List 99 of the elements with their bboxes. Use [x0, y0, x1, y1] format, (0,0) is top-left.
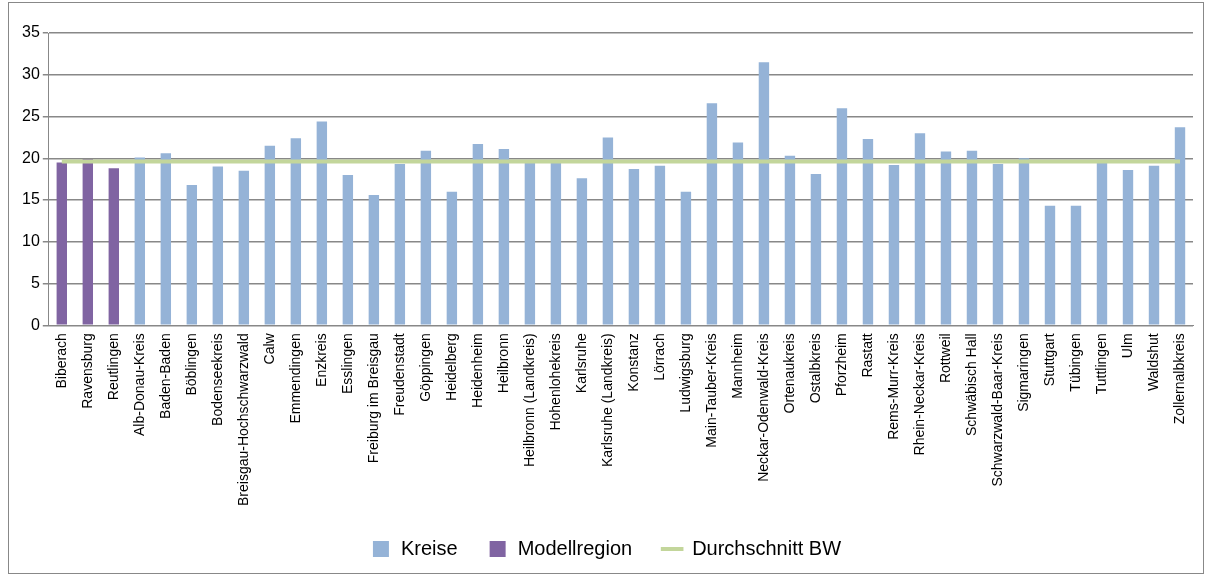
legend-label: Kreise [400, 536, 458, 559]
x-tick-label: Ravensburg [78, 333, 95, 409]
y-tick-label: 30 [22, 65, 40, 83]
bar [862, 139, 874, 325]
x-tick-label: Esslingen [338, 333, 355, 394]
bar [888, 164, 900, 325]
bar [264, 145, 276, 325]
x-tick-label: Bodenseekreis [208, 333, 225, 426]
x-tick-label: Waldshut [1144, 333, 1161, 392]
bar [472, 144, 484, 325]
bar [576, 178, 588, 325]
x-tick-label: Reutlingen [104, 333, 121, 401]
x-tick-label: Schwarzwald-Baar-Kreis [988, 333, 1005, 487]
x-tick-label: Ludwigsburg [676, 333, 693, 413]
x-tick-label: Karlsruhe [572, 333, 589, 394]
bar [1018, 158, 1030, 325]
x-tick-label: Biberach [52, 333, 69, 389]
bar [290, 138, 302, 325]
x-tick-label: Heilbronn (Landkreis) [520, 333, 537, 468]
bar [914, 133, 926, 325]
bar [654, 165, 666, 325]
x-tick-label: Heidenheim [468, 333, 485, 408]
y-tick-label: 0 [30, 315, 40, 333]
bar [368, 195, 380, 325]
bar [238, 170, 250, 325]
x-tick-label: Ulm [1118, 333, 1135, 359]
bar [446, 191, 458, 325]
bar [108, 168, 120, 325]
x-tick-label: Mannheim [728, 333, 745, 399]
x-tick-label: Ortenaukreis [780, 333, 797, 414]
x-tick-label: Emmendingen [286, 333, 303, 424]
bar [992, 164, 1004, 325]
bar [810, 174, 822, 325]
x-tick-label: Ostalbkreis [806, 333, 823, 404]
y-tick-label: 10 [22, 232, 40, 250]
bar [56, 162, 67, 325]
bar [160, 153, 172, 325]
bar [628, 169, 640, 325]
bar [420, 150, 432, 325]
legend-label: Modellregion [517, 536, 633, 559]
bar [134, 157, 146, 325]
x-tick-label: Freudenstadt [390, 333, 407, 416]
bar [82, 159, 94, 325]
x-tick-label: Stuttgart [1040, 333, 1057, 387]
x-tick-label: Rhein-Neckar-Kreis [910, 333, 927, 456]
bar [758, 62, 770, 325]
bar [1044, 205, 1056, 325]
x-tick-label: Schwäbisch Hall [962, 333, 979, 436]
bar [1070, 205, 1082, 325]
bar [1148, 165, 1160, 325]
bar [342, 174, 354, 325]
bar [1122, 169, 1134, 325]
bar [732, 142, 744, 325]
x-tick-label: Tübingen [1066, 333, 1083, 392]
x-tick-label: Rottweil [936, 333, 953, 384]
x-tick-label: Baden-Baden [156, 333, 173, 419]
x-tick-label: Rems-Murr-Kreis [884, 333, 901, 440]
y-tick-label: 5 [30, 273, 40, 291]
x-tick-label: Heilbronn [494, 333, 511, 394]
y-tick-label: 35 [22, 23, 40, 41]
x-tick-label: Freiburg im Breisgau [364, 333, 381, 464]
bar [1174, 127, 1186, 325]
x-tick-label: Tuttlingen [1092, 333, 1109, 395]
x-tick-label: Enzkreis [312, 333, 329, 387]
x-tick-label: Zollernalbkreis [1170, 333, 1187, 425]
bar [186, 184, 198, 325]
x-tick-label: Calw [260, 332, 277, 365]
x-tick-label: Alb-Donau-Kreis [130, 333, 147, 436]
x-tick-label: Hohenlohekreis [546, 333, 563, 431]
bar [550, 162, 562, 325]
bar [524, 162, 536, 325]
bar [602, 137, 614, 325]
x-tick-label: Main-Tauber-Kreis [702, 333, 719, 448]
x-tick-label: Böblingen [182, 333, 199, 396]
y-tick-label: 20 [22, 148, 40, 166]
bar [706, 103, 718, 325]
x-tick-label: Lörrach [650, 333, 667, 381]
x-tick-label: Pforzheim [832, 333, 849, 397]
y-tick-label: 15 [22, 190, 40, 208]
x-tick-label: Neckar-Odenwald-Kreis [754, 333, 771, 482]
bar [940, 151, 952, 325]
bar [966, 150, 978, 325]
x-tick-label: Rastatt [858, 333, 875, 378]
bar [212, 166, 224, 325]
x-tick-label: Sigmaringen [1014, 333, 1031, 412]
legend-label: Durchschnitt BW [692, 536, 842, 559]
bar [784, 155, 796, 325]
y-tick-label: 25 [22, 106, 40, 124]
x-tick-label: Breisgau-Hochschwarzwald [234, 333, 251, 507]
bar [394, 164, 406, 325]
x-tick-label: Göppingen [416, 333, 433, 402]
x-tick-label: Heidelberg [442, 333, 459, 401]
bar [498, 149, 510, 325]
bar [1096, 161, 1108, 325]
bar [316, 121, 328, 325]
x-tick-label: Konstanz [624, 333, 641, 392]
bar [680, 191, 692, 325]
bar [836, 108, 848, 325]
x-tick-label: Karlsruhe (Landkreis) [598, 333, 615, 468]
